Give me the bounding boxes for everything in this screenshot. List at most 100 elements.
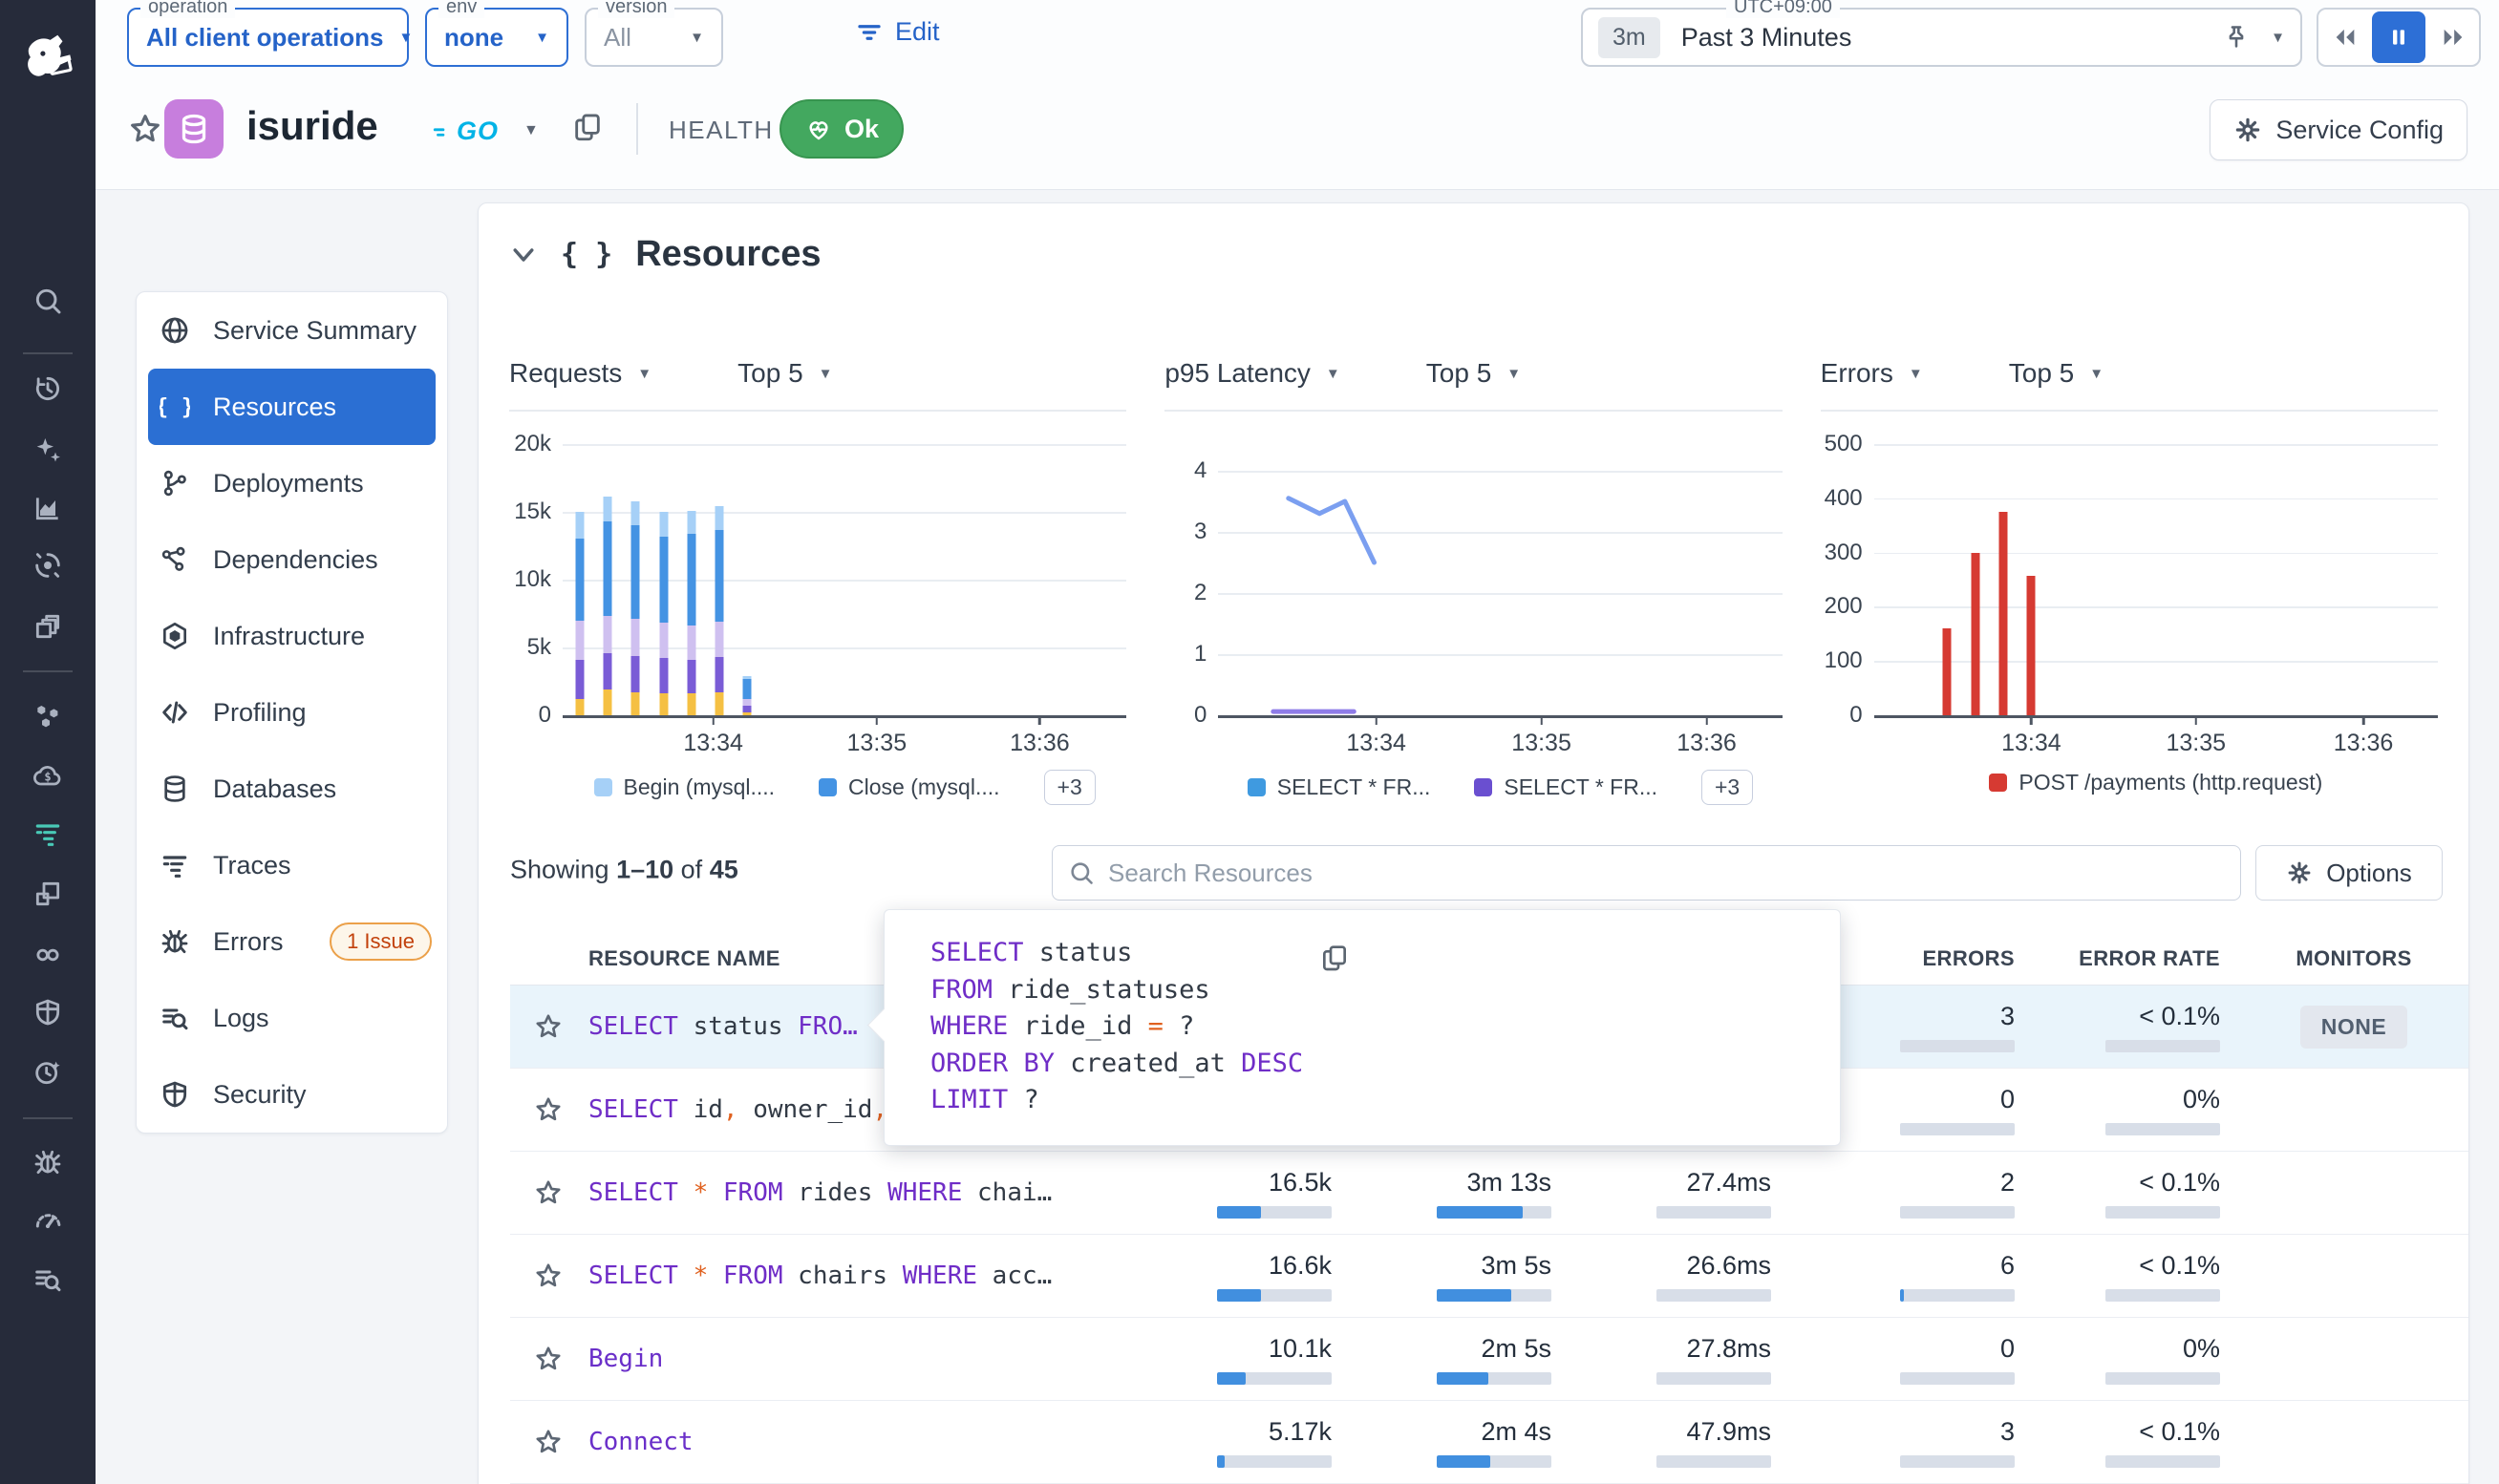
error-tracking-bug-icon[interactable] — [0, 1143, 96, 1181]
rum-windows-icon[interactable] — [0, 875, 96, 913]
error-bar[interactable] — [1998, 512, 2007, 715]
datadog-logo-icon[interactable] — [0, 19, 96, 95]
infrastructure-hexagons-icon[interactable] — [0, 696, 96, 734]
sidebar-item-security[interactable]: Security — [137, 1056, 447, 1133]
edit-filters-button[interactable]: Edit — [855, 17, 940, 47]
stacked-bar[interactable] — [604, 497, 612, 715]
error-bar[interactable] — [2027, 576, 2036, 715]
metric-select[interactable]: Requests▼ — [509, 358, 651, 389]
search-icon[interactable] — [0, 282, 96, 320]
sparkles-icon[interactable] — [0, 431, 96, 469]
copy-icon[interactable] — [571, 111, 604, 143]
rewind-button[interactable] — [2318, 10, 2371, 65]
performance-gauge-icon[interactable] — [0, 1201, 96, 1240]
security-shield-icon[interactable] — [0, 993, 96, 1031]
health-status-badge[interactable]: Ok — [780, 99, 904, 159]
error-rate-bar — [2105, 1040, 2220, 1052]
legend-more-button[interactable]: +3 — [1701, 770, 1753, 805]
ci-infinity-icon[interactable] — [0, 936, 96, 974]
pin-icon[interactable] — [2223, 24, 2250, 51]
topn-select[interactable]: Top 5▼ — [737, 358, 832, 389]
stacked-bar[interactable] — [631, 501, 640, 715]
favorite-star-icon[interactable] — [533, 1011, 564, 1042]
apm-traces-icon[interactable] — [0, 815, 96, 853]
issue-count-badge: 1 Issue — [330, 922, 432, 961]
resource-name[interactable]: SELECT * FROM rides WHERE chai… — [588, 1178, 1052, 1207]
metrics-chart-icon[interactable] — [0, 489, 96, 527]
column-header-error-rate[interactable]: ERROR RATE — [2034, 946, 2239, 971]
errors-value: 6 — [2000, 1251, 2015, 1281]
env-select[interactable]: env none ▼ — [425, 8, 568, 67]
search-input[interactable] — [1106, 858, 2225, 889]
sidebar-item-resources[interactable]: { }Resources — [148, 369, 436, 445]
favorite-star-icon[interactable] — [127, 111, 163, 147]
metric-select[interactable]: Errors▼ — [1821, 358, 1923, 389]
chart-plot[interactable] — [563, 433, 1126, 718]
legend-item[interactable]: Close (mysql.... — [819, 774, 999, 800]
legend-item[interactable]: SELECT * FR... — [1474, 774, 1657, 800]
fast-forward-button[interactable] — [2426, 10, 2479, 65]
favorite-star-icon[interactable] — [533, 1344, 564, 1374]
resource-name[interactable]: SELECT id, owner_id, — [588, 1095, 887, 1124]
error-bar[interactable] — [1971, 553, 1979, 715]
favorite-star-icon[interactable] — [533, 1261, 564, 1291]
resource-name-cell[interactable]: SELECT * FROM chairs WHERE acc… — [510, 1261, 1179, 1291]
table-row[interactable]: SELECT * FROM rides WHERE chai…16.5k3m 1… — [510, 1152, 2468, 1235]
favorite-star-icon[interactable] — [533, 1177, 564, 1208]
chevron-down-icon[interactable]: ▼ — [2271, 30, 2285, 46]
sidebar-item-profiling[interactable]: Profiling — [137, 674, 447, 751]
resource-name[interactable]: SELECT status FRO… — [588, 1012, 858, 1041]
time-range-select[interactable]: UTC+09:00 3m Past 3 Minutes ▼ — [1581, 8, 2302, 67]
stacked-bar[interactable] — [687, 511, 695, 715]
sidebar-item-traces[interactable]: Traces — [137, 827, 447, 903]
legend-more-button[interactable]: +3 — [1044, 770, 1096, 805]
dashboards-layers-icon[interactable] — [0, 607, 96, 646]
stacked-bar[interactable] — [575, 512, 584, 715]
collapse-chevron-icon[interactable] — [509, 241, 538, 269]
cloud-cost-icon[interactable]: $ — [0, 757, 96, 795]
column-header-monitors[interactable]: MONITORS — [2239, 946, 2468, 971]
resource-name[interactable]: Begin — [588, 1345, 663, 1373]
sidebar-item-logs[interactable]: Logs — [137, 980, 447, 1056]
scheduled-clock-icon[interactable] — [0, 1053, 96, 1092]
table-row[interactable]: Connect5.17k2m 4s47.9ms3< 0.1% — [510, 1401, 2468, 1484]
monitors-none-badge: NONE — [2300, 1006, 2407, 1049]
chart-plot[interactable] — [1218, 433, 1782, 718]
legend-item[interactable]: SELECT * FR... — [1248, 774, 1431, 800]
pause-button[interactable] — [2372, 11, 2425, 63]
metric-select[interactable]: p95 Latency▼ — [1164, 358, 1339, 389]
resource-name[interactable]: Connect — [588, 1428, 694, 1456]
service-target-icon[interactable] — [0, 546, 96, 584]
topn-select[interactable]: Top 5▼ — [2009, 358, 2104, 389]
legend-item[interactable]: POST /payments (http.request) — [1989, 770, 2322, 795]
stacked-bar[interactable] — [716, 506, 724, 715]
favorite-star-icon[interactable] — [533, 1094, 564, 1125]
stacked-bar[interactable] — [659, 512, 668, 715]
sidebar-item-deployments[interactable]: Deployments — [137, 445, 447, 521]
sidebar-item-infrastructure[interactable]: Infrastructure — [137, 598, 447, 674]
resource-name-cell[interactable]: Begin — [510, 1344, 1179, 1374]
chart-plot[interactable] — [1874, 433, 2438, 718]
operation-select[interactable]: operation All client operations ▼ — [127, 8, 409, 67]
options-button[interactable]: Options — [2255, 845, 2443, 901]
resource-name-cell[interactable]: SELECT * FROM rides WHERE chai… — [510, 1177, 1179, 1208]
legend-item[interactable]: Begin (mysql.... — [594, 774, 776, 800]
copy-icon[interactable] — [1319, 943, 1350, 973]
sidebar-item-databases[interactable]: Databases — [137, 751, 447, 827]
logs-search-icon[interactable] — [0, 1261, 96, 1299]
sidebar-item-errors[interactable]: Errors1 Issue — [137, 903, 447, 980]
chevron-down-icon[interactable]: ▼ — [523, 122, 539, 139]
favorite-star-icon[interactable] — [533, 1427, 564, 1457]
resource-name[interactable]: SELECT * FROM chairs WHERE acc… — [588, 1261, 1052, 1290]
version-select[interactable]: version All ▼ — [585, 8, 723, 67]
error-bar[interactable] — [1942, 628, 1951, 715]
table-row[interactable]: Begin10.1k2m 5s27.8ms00% — [510, 1318, 2468, 1401]
service-config-button[interactable]: Service Config — [2210, 99, 2467, 160]
table-row[interactable]: SELECT * FROM chairs WHERE acc…16.6k3m 5… — [510, 1235, 2468, 1318]
resource-name-cell[interactable]: Connect — [510, 1427, 1179, 1457]
history-icon[interactable] — [0, 370, 96, 408]
sidebar-item-service-summary[interactable]: Service Summary — [137, 292, 447, 369]
stacked-bar[interactable] — [743, 676, 752, 715]
sidebar-item-dependencies[interactable]: Dependencies — [137, 521, 447, 598]
topn-select[interactable]: Top 5▼ — [1426, 358, 1521, 389]
